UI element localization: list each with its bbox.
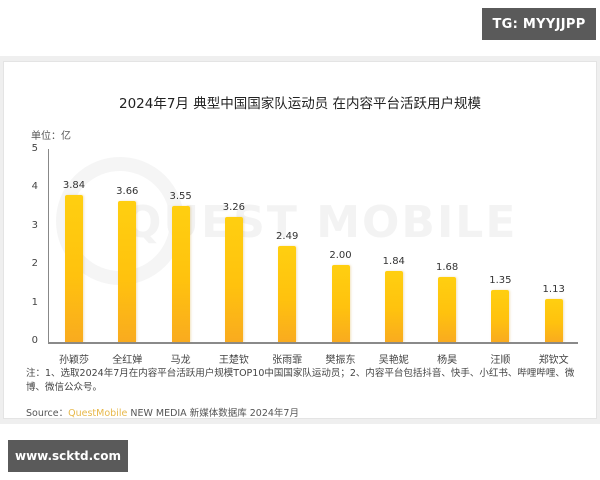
x-category-label: 张雨霏 <box>272 355 303 366</box>
bar-8 <box>438 277 457 342</box>
unit-label: 单位：亿 <box>31 131 71 142</box>
bar-5 <box>278 246 297 342</box>
bar-4 <box>224 216 243 342</box>
bar-value-label: 1.35 <box>489 275 512 287</box>
source-suffix: NEW MEDIA 新媒体数据库 2024年7月 <box>127 408 299 419</box>
chart-panel: QUEST MOBILE 2024年7月 典型中国国家队运动员 在内容平台活跃用… <box>3 61 597 419</box>
bar-value-label: 1.84 <box>382 256 405 268</box>
y-tick-label: 0 <box>31 335 38 346</box>
x-axis-line <box>48 342 578 344</box>
x-category-label: 郑钦文 <box>538 355 569 366</box>
bar-7 <box>384 271 403 342</box>
y-tick-label: 4 <box>31 181 38 193</box>
bar-value-label: 3.55 <box>169 190 192 202</box>
chart-frame: QUEST MOBILE 2024年7月 典型中国国家队运动员 在内容平台活跃用… <box>0 56 600 424</box>
bar-value-label: 3.26 <box>222 201 246 213</box>
y-tick-label: 5 <box>31 143 38 154</box>
y-tick-label: 2 <box>31 258 38 270</box>
x-category-label: 杨昊 <box>437 355 458 366</box>
x-category-label: 孙颖莎 <box>59 355 89 366</box>
y-tick-label: 3 <box>31 219 38 231</box>
bar-10 <box>544 298 563 342</box>
bar-value-label: 3.84 <box>62 179 86 191</box>
chart-source: Source：QuestMobile NEW MEDIA 新媒体数据库 2024… <box>26 405 299 419</box>
bar-value-label: 2.49 <box>276 231 299 243</box>
y-axis-line <box>48 149 49 343</box>
site-watermark-badge: www.scktd.com <box>8 440 128 472</box>
bar-value-label: 1.68 <box>435 262 459 274</box>
bar-6 <box>331 265 350 342</box>
chart-title: 2024年7月 典型中国国家队运动员 在内容平台活跃用户规模 <box>118 96 482 112</box>
source-brand: QuestMobile <box>68 408 128 419</box>
bar-3 <box>171 205 190 342</box>
bar-1 <box>65 194 83 342</box>
bar-value-label: 1.13 <box>542 283 565 295</box>
x-category-label: 马龙 <box>170 355 191 366</box>
x-category-label: 吴艳妮 <box>378 355 409 366</box>
tg-watermark-badge: TG: MYYJJPP <box>482 8 596 40</box>
x-category-label: 王楚钦 <box>218 355 249 366</box>
bar-value-label: 3.66 <box>116 186 139 198</box>
chart-footnote: 注：1、选取2024年7月在内容平台活跃用户规模TOP10中国国家队运动员；2、… <box>26 368 575 393</box>
x-category-label: 樊振东 <box>325 355 356 366</box>
bar-9 <box>491 290 510 342</box>
x-category-label: 全红婵 <box>112 355 143 366</box>
x-category-label: 汪顺 <box>490 355 511 366</box>
y-tick-label: 1 <box>31 296 38 308</box>
bar-value-label: 2.00 <box>329 250 352 262</box>
source-prefix: Source： <box>26 408 69 419</box>
bar-2 <box>118 201 137 342</box>
